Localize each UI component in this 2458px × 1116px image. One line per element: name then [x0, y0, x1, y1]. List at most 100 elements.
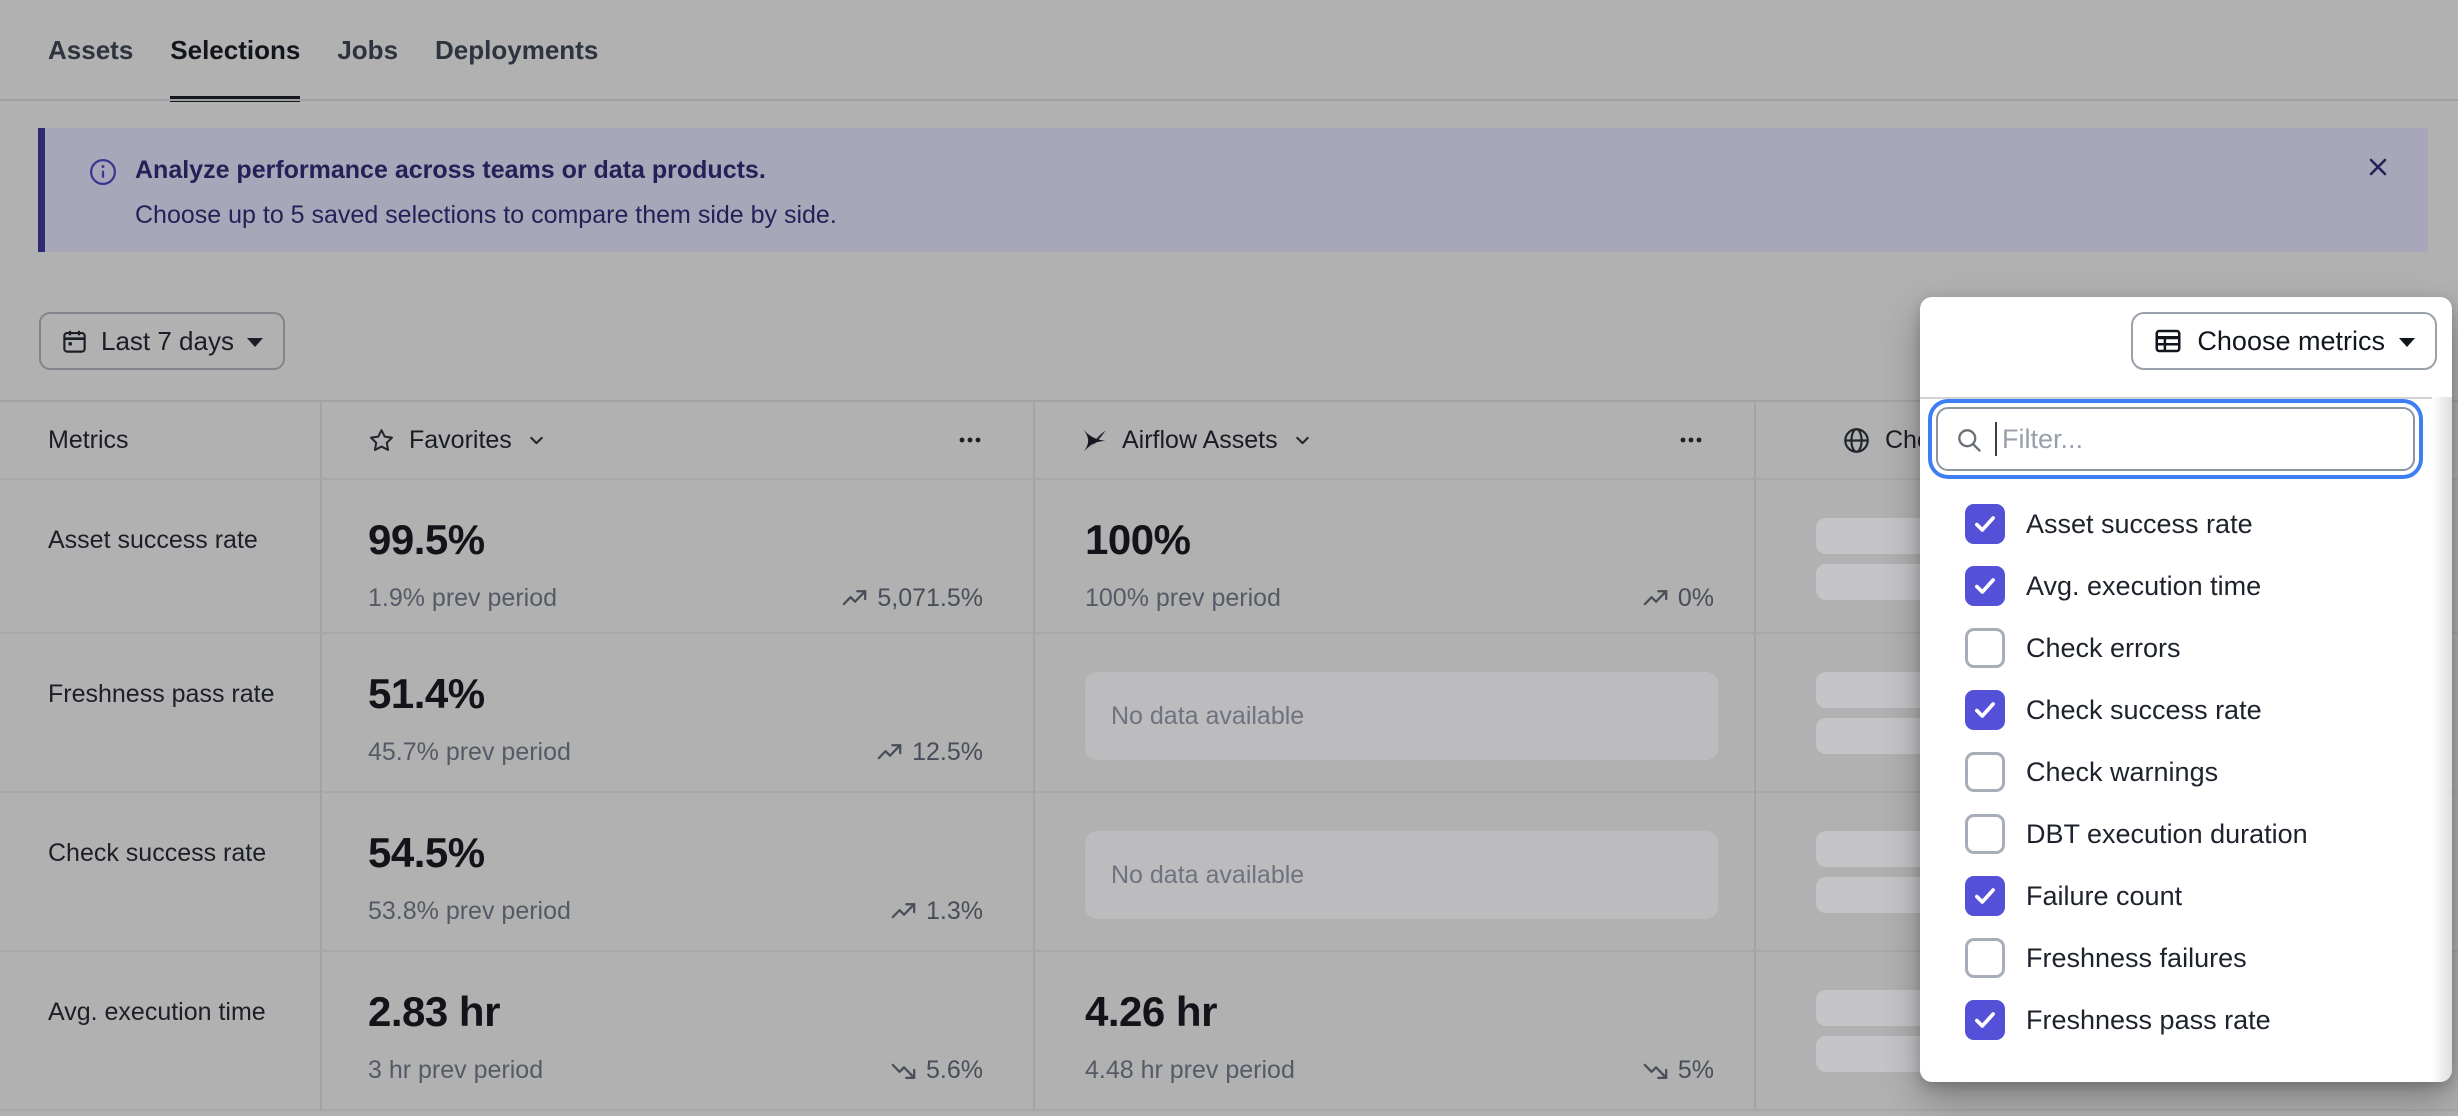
- no-data-cell: No data available: [1035, 793, 1756, 952]
- column-header-favorites[interactable]: Favorites: [322, 402, 1035, 480]
- option-label: Check errors: [2026, 632, 2181, 663]
- prev-period-value: 45.7% prev period: [368, 738, 571, 766]
- filter-input[interactable]: [1938, 409, 2413, 469]
- option-label: Check success rate: [2026, 694, 2262, 725]
- banner-subtitle: Choose up to 5 saved selections to compa…: [135, 201, 837, 229]
- metric-value-cell: 4.26 hr 4.48 hr prev period 5%: [1035, 952, 1756, 1111]
- metric-value-cell: 2.83 hr 3 hr prev period 5.6%: [322, 952, 1035, 1111]
- checkbox[interactable]: [1965, 690, 2005, 730]
- metric-label: Avg. execution time: [0, 952, 322, 1111]
- metric-value-cell: 54.5% 53.8% prev period 1.3%: [322, 793, 1035, 952]
- prev-period-value: 3 hr prev period: [368, 1056, 544, 1084]
- chevron-down-icon[interactable]: [526, 430, 547, 451]
- metric-value: 51.4%: [368, 670, 485, 717]
- option-asset-success-rate[interactable]: Asset success rate: [1920, 493, 2432, 555]
- no-data-box: No data available: [1085, 831, 1718, 919]
- option-label: Freshness failures: [2026, 942, 2247, 973]
- calendar-icon: [61, 328, 88, 355]
- more-options-icon[interactable]: [1678, 427, 1704, 453]
- option-label: Failure count: [2026, 880, 2183, 911]
- tab-deployments[interactable]: Deployments: [435, 35, 599, 65]
- metric-label: Asset success rate: [0, 480, 322, 634]
- column-header-label: Airflow Assets: [1122, 425, 1278, 454]
- column-header-airflow-assets[interactable]: Airflow Assets: [1035, 402, 1756, 480]
- metrics-comparison-table: Metrics Favorites Airflow Assets: [0, 400, 2458, 1116]
- chevron-down-icon[interactable]: [1292, 430, 1313, 451]
- option-label: Avg. execution time: [2026, 570, 2262, 601]
- option-label: Asset success rate: [2026, 508, 2253, 539]
- column-header-label: Favorites: [409, 425, 512, 454]
- metric-value: 54.5%: [368, 829, 485, 876]
- option-failure-count[interactable]: Failure count: [1920, 865, 2432, 927]
- checkbox[interactable]: [1965, 566, 2005, 606]
- metric-value: 2.83 hr: [368, 988, 500, 1035]
- checkbox[interactable]: [1965, 814, 2005, 854]
- search-icon: [1955, 426, 1983, 454]
- popover-scrollbar[interactable]: [2432, 397, 2452, 1082]
- info-banner: Analyze performance across teams or data…: [38, 128, 2428, 252]
- option-label: DBT execution duration: [2026, 818, 2308, 849]
- no-data-cell: No data available: [1035, 634, 1756, 793]
- metric-options-list: Asset success rate Avg. execution time C…: [1920, 493, 2432, 1051]
- airflow-icon: [1081, 427, 1108, 454]
- popover-header: Choose metrics: [1920, 297, 2452, 399]
- date-range-button[interactable]: Last 7 days: [39, 312, 285, 370]
- option-label: Check warnings: [2026, 756, 2219, 787]
- trend-down-icon: [891, 1063, 916, 1079]
- tab-assets[interactable]: Assets: [48, 35, 134, 65]
- nav-divider: [0, 99, 2458, 101]
- choose-metrics-button[interactable]: Choose metrics: [2131, 312, 2437, 370]
- checkbox[interactable]: [1965, 504, 2005, 544]
- trend-change: 5.6%: [890, 1056, 983, 1085]
- option-check-success-rate[interactable]: Check success rate: [1920, 679, 2432, 741]
- tab-jobs[interactable]: Jobs: [337, 35, 399, 65]
- metric-value: 99.5%: [368, 516, 485, 563]
- filter-field: [1936, 407, 2415, 471]
- text-cursor: [1995, 422, 1997, 456]
- choose-metrics-popover: Choose metrics Asset success rate Avg. e…: [1920, 297, 2452, 1082]
- trend-up-icon: [877, 744, 902, 760]
- info-icon: [88, 157, 118, 231]
- metric-value-cell: 99.5% 1.9% prev period 5,071.5%: [322, 480, 1035, 634]
- prev-period-value: 100% prev period: [1085, 584, 1281, 612]
- choose-metrics-label: Choose metrics: [2197, 325, 2385, 356]
- metric-value-cell: 100% 100% prev period 0%: [1035, 480, 1756, 634]
- trend-change: 1.3%: [890, 897, 983, 926]
- option-freshness-pass-rate[interactable]: Freshness pass rate: [1920, 989, 2432, 1051]
- globe-icon: [1842, 426, 1871, 455]
- trend-change: 5,071.5%: [841, 584, 983, 613]
- option-avg-execution-time[interactable]: Avg. execution time: [1920, 555, 2432, 617]
- metric-label: Check success rate: [0, 793, 322, 952]
- column-header-metrics: Metrics: [0, 402, 322, 480]
- option-freshness-failures[interactable]: Freshness failures: [1920, 927, 2432, 989]
- checkbox[interactable]: [1965, 1000, 2005, 1040]
- option-check-warnings[interactable]: Check warnings: [1920, 741, 2432, 803]
- prev-period-value: 53.8% prev period: [368, 897, 571, 925]
- caret-down-icon: [2399, 338, 2415, 347]
- prev-period-value: 4.48 hr prev period: [1085, 1056, 1295, 1084]
- option-check-errors[interactable]: Check errors: [1920, 617, 2432, 679]
- star-icon: [368, 427, 395, 454]
- trend-up-icon: [1643, 590, 1668, 606]
- checkbox[interactable]: [1965, 876, 2005, 916]
- top-nav: Assets Selections Jobs Deployments: [0, 0, 2458, 102]
- prev-period-value: 1.9% prev period: [368, 584, 558, 612]
- banner-title: Analyze performance across teams or data…: [135, 156, 766, 184]
- trend-up-icon: [843, 590, 867, 606]
- checkbox[interactable]: [1965, 628, 2005, 668]
- more-options-icon[interactable]: [957, 427, 983, 453]
- trend-change: 5%: [1642, 1056, 1714, 1085]
- checkbox[interactable]: [1965, 938, 2005, 978]
- trend-up-icon: [891, 903, 916, 919]
- option-dbt-execution-duration[interactable]: DBT execution duration: [1920, 803, 2432, 865]
- tab-selections[interactable]: Selections: [170, 0, 301, 102]
- option-label: Freshness pass rate: [2026, 1004, 2271, 1035]
- trend-change: 0%: [1642, 584, 1714, 613]
- metric-value-cell: 51.4% 45.7% prev period 12.5%: [322, 634, 1035, 793]
- metric-label: Freshness pass rate: [0, 634, 322, 793]
- trend-change: 12.5%: [876, 738, 983, 767]
- metric-value: 4.26 hr: [1085, 988, 1217, 1035]
- caret-down-icon: [246, 338, 263, 347]
- checkbox[interactable]: [1965, 752, 2005, 792]
- close-icon[interactable]: [2364, 152, 2394, 182]
